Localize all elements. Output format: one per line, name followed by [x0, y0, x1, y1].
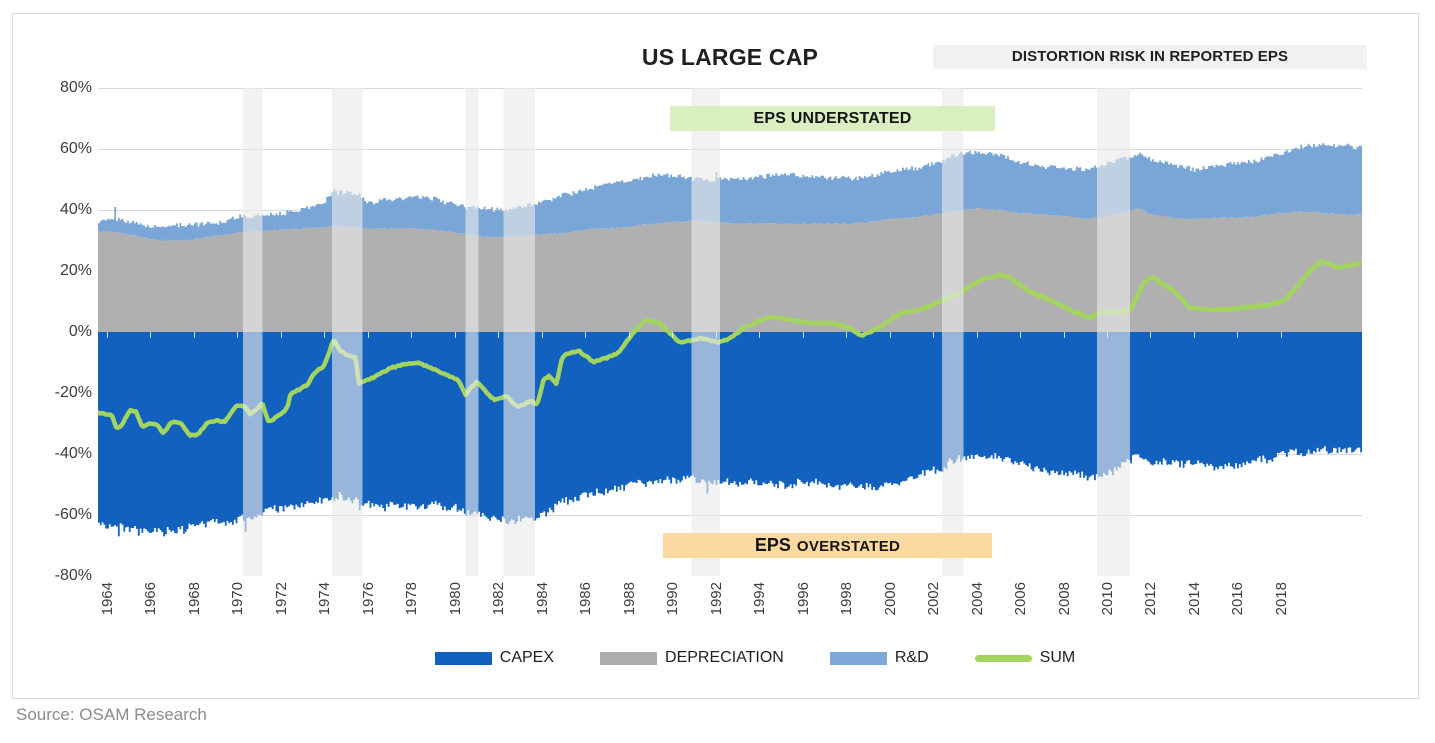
x-axis-label: 1968 [185, 582, 203, 616]
legend-label: SUM [1039, 649, 1076, 666]
x-axis-label: 1986 [577, 582, 595, 616]
x-axis-label: 2012 [1142, 582, 1160, 616]
x-axis-label: 1998 [838, 582, 856, 616]
y-axis-label: -60% [54, 506, 92, 523]
y-axis-label: -20% [54, 384, 92, 401]
x-axis-label: 2008 [1055, 582, 1073, 616]
x-axis-label: 1996 [794, 582, 812, 616]
x-axis-label: 2018 [1272, 582, 1290, 616]
y-axis-label: -40% [54, 445, 92, 462]
x-axis-label: 1990 [664, 582, 682, 616]
legend-line-swatch [974, 654, 1032, 662]
recession-band [242, 88, 263, 576]
x-axis-label: 1980 [446, 582, 464, 616]
legend-label: R&D [894, 649, 929, 666]
x-axis-label: 1974 [316, 582, 334, 616]
legend-item-depreciation: DEPRECIATION [600, 649, 784, 667]
x-axis-label: 1970 [229, 582, 247, 616]
legend-color-swatch [829, 651, 887, 665]
recession-band [503, 88, 536, 576]
recession-band [1097, 88, 1130, 576]
recession-band [331, 88, 363, 576]
recession-band [465, 88, 479, 576]
recession-band [941, 88, 964, 576]
x-axis-label: 1966 [142, 582, 160, 616]
legend-item-capex: CAPEX [434, 649, 555, 667]
x-axis-label: 1994 [751, 582, 769, 616]
y-axis-label: 80% [59, 79, 92, 96]
x-axis-label: 2004 [968, 582, 986, 616]
legend-item-r-d: R&D [829, 649, 929, 667]
x-axis-label: 1976 [359, 582, 377, 616]
area-capex [98, 332, 1362, 537]
sum-line [95, 258, 1365, 438]
eps-overstated-prefix: EPS [754, 535, 791, 555]
x-axis-label: 2006 [1012, 582, 1030, 616]
legend-color-swatch [434, 651, 492, 665]
x-axis-label: 1972 [272, 582, 290, 616]
x-axis-label: 1984 [533, 582, 551, 616]
legend-color-swatch [600, 651, 658, 665]
y-axis-label: -80% [54, 567, 92, 584]
y-axis-label: 60% [59, 140, 92, 157]
chart-title: US LARGE CAP [641, 44, 819, 70]
distortion-risk-banner: DISTORTION RISK IN REPORTED EPS [933, 45, 1367, 69]
x-axis-label: 1992 [707, 582, 725, 616]
recession-band [691, 88, 720, 576]
plot-area [95, 88, 1365, 577]
y-axis-label: 0% [68, 323, 92, 340]
area-rd [98, 143, 1362, 242]
stacked-area-chart [95, 88, 1365, 577]
x-axis-label: 2000 [881, 582, 899, 616]
x-axis-label: 2002 [925, 582, 943, 616]
eps-understated-label: EPS UNDERSTATED [670, 106, 995, 131]
x-axis-label: 2016 [1229, 582, 1247, 616]
eps-overstated-label: EPS OVERSTATED [663, 533, 992, 558]
x-axis-label: 2014 [1185, 582, 1203, 616]
source-text: Source: OSAM Research [16, 705, 207, 724]
x-axis-label: 1964 [98, 582, 116, 616]
x-axis-label: 1988 [620, 582, 638, 616]
y-axis-label: 20% [59, 262, 92, 279]
x-axis-label: 2010 [1098, 582, 1116, 616]
chart-legend: CAPEX DEPRECIATION R&D SUM [98, 649, 1362, 667]
y-axis-label: 40% [59, 201, 92, 218]
legend-label: CAPEX [499, 649, 555, 666]
x-axis-label: 1978 [403, 582, 421, 616]
legend-label: DEPRECIATION [665, 649, 784, 666]
eps-overstated-rest: OVERSTATED [796, 538, 901, 555]
area-depreciation [98, 207, 1362, 332]
x-axis-label: 1982 [490, 582, 508, 616]
legend-item-sum: SUM [974, 649, 1076, 667]
